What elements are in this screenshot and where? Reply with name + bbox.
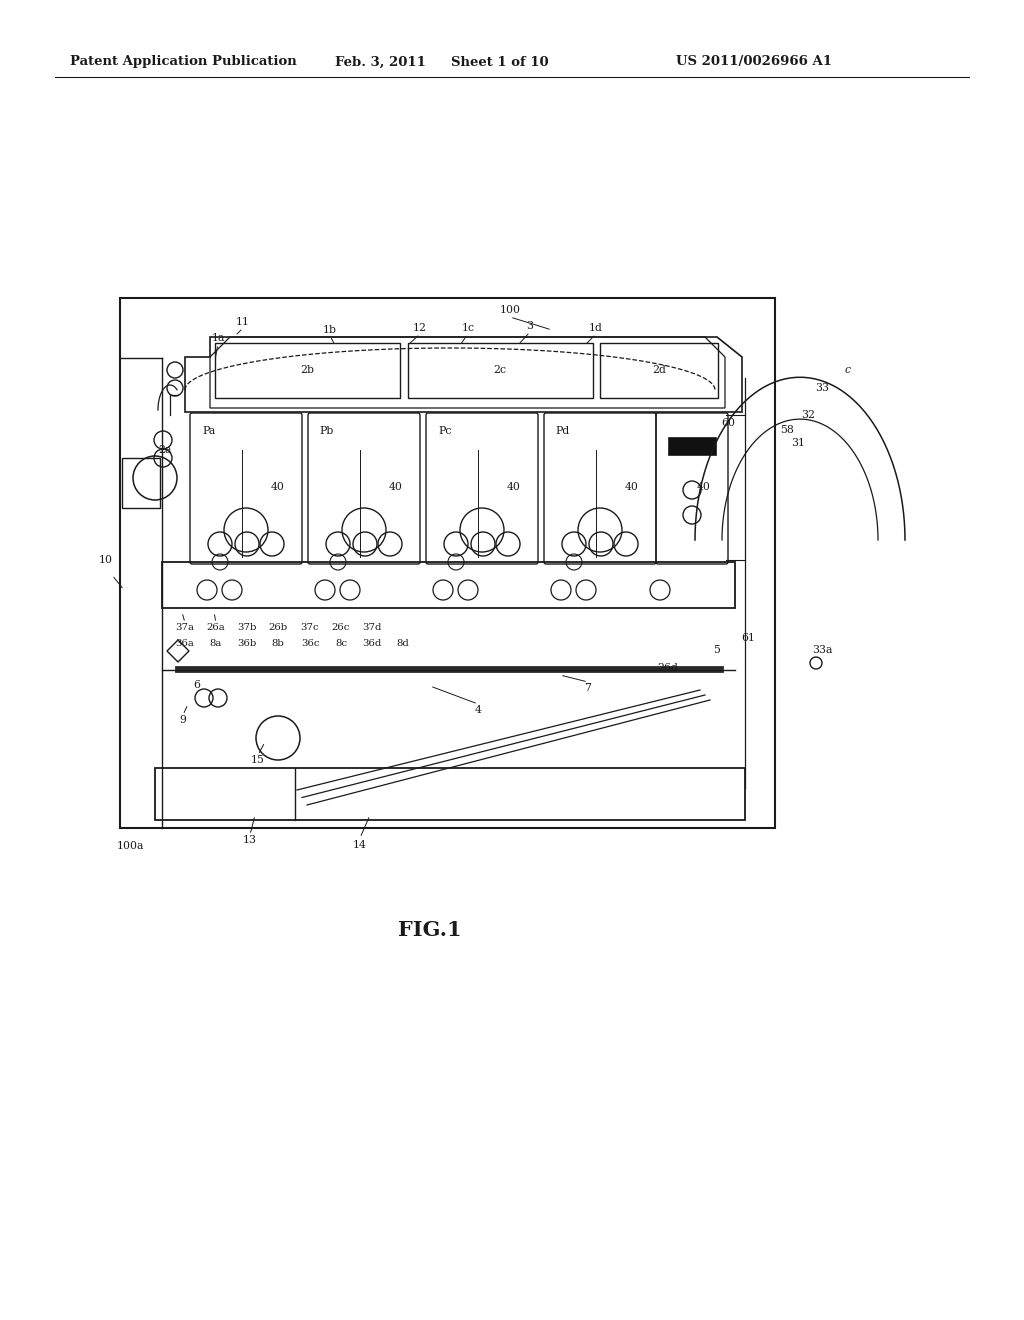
Text: Feb. 3, 2011: Feb. 3, 2011 xyxy=(335,55,425,69)
Text: Sheet 1 of 10: Sheet 1 of 10 xyxy=(452,55,549,69)
Text: 37d: 37d xyxy=(362,623,382,631)
Text: 58: 58 xyxy=(780,425,794,436)
Text: 33: 33 xyxy=(815,383,829,393)
Text: 2d: 2d xyxy=(652,366,666,375)
Text: 36c: 36c xyxy=(301,639,319,648)
Text: 32: 32 xyxy=(801,411,815,420)
Text: 1b: 1b xyxy=(323,325,337,335)
Text: 12: 12 xyxy=(413,323,427,333)
Text: 40: 40 xyxy=(697,482,711,492)
Text: 4: 4 xyxy=(474,705,481,715)
Text: 8c: 8c xyxy=(335,639,347,648)
Text: Pa: Pa xyxy=(203,426,216,436)
Text: 1a: 1a xyxy=(211,333,224,343)
Text: FIG.1: FIG.1 xyxy=(398,920,462,940)
Text: 15: 15 xyxy=(251,755,265,766)
Text: 40: 40 xyxy=(625,482,639,492)
Bar xyxy=(155,768,745,820)
Text: 8d: 8d xyxy=(396,639,410,648)
Text: 1d: 1d xyxy=(589,323,603,333)
Text: 26d: 26d xyxy=(657,663,679,673)
Text: 13: 13 xyxy=(243,836,257,845)
Text: 3: 3 xyxy=(526,321,534,331)
Text: 11: 11 xyxy=(236,317,250,327)
Bar xyxy=(600,343,718,399)
Text: 26a: 26a xyxy=(207,623,225,631)
Text: 8b: 8b xyxy=(271,639,285,648)
Text: 5: 5 xyxy=(714,645,721,655)
Text: 100a: 100a xyxy=(117,841,143,851)
Text: 36a: 36a xyxy=(175,639,195,648)
Text: 33a: 33a xyxy=(812,645,833,655)
Text: Pb: Pb xyxy=(319,426,334,436)
Text: 26b: 26b xyxy=(268,623,288,631)
Text: 36d: 36d xyxy=(362,639,382,648)
Text: 40: 40 xyxy=(271,482,285,492)
Text: 10: 10 xyxy=(99,554,113,565)
Text: 2a: 2a xyxy=(159,445,172,455)
Text: Pd: Pd xyxy=(556,426,570,436)
Bar xyxy=(408,343,593,399)
Text: 37c: 37c xyxy=(301,623,319,631)
Text: 100: 100 xyxy=(500,305,520,315)
Text: 37a: 37a xyxy=(175,623,195,631)
Bar xyxy=(162,562,735,609)
Text: 7: 7 xyxy=(585,682,592,693)
Bar xyxy=(175,667,723,672)
Bar xyxy=(215,343,400,399)
Text: 26c: 26c xyxy=(332,623,350,631)
Text: 60: 60 xyxy=(721,418,735,428)
Bar xyxy=(120,298,775,828)
Text: 36b: 36b xyxy=(238,639,257,648)
Text: 2c: 2c xyxy=(494,366,507,375)
Text: 40: 40 xyxy=(389,482,402,492)
Text: 2b: 2b xyxy=(300,366,314,375)
Text: US 2011/0026966 A1: US 2011/0026966 A1 xyxy=(676,55,831,69)
Text: 14: 14 xyxy=(353,840,367,850)
Text: 31: 31 xyxy=(791,438,805,447)
Bar xyxy=(668,437,716,455)
Text: 1c: 1c xyxy=(462,323,474,333)
Text: 9: 9 xyxy=(179,715,186,725)
Text: Pc: Pc xyxy=(438,426,452,436)
Text: 8a: 8a xyxy=(210,639,222,648)
Text: 6: 6 xyxy=(194,680,201,690)
Text: Patent Application Publication: Patent Application Publication xyxy=(70,55,296,69)
Text: 40: 40 xyxy=(507,482,521,492)
Text: 61: 61 xyxy=(741,634,755,643)
Text: 37b: 37b xyxy=(238,623,257,631)
Text: c: c xyxy=(845,366,851,375)
Bar xyxy=(122,458,160,508)
